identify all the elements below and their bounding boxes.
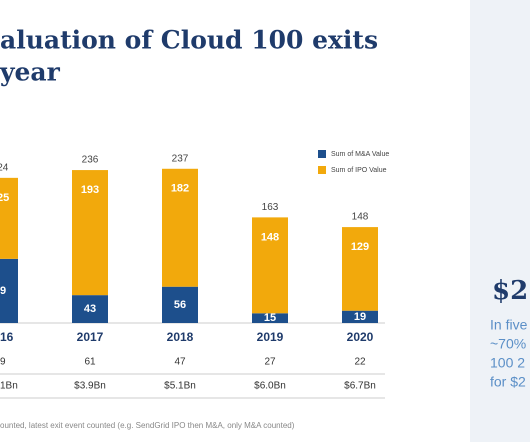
bar-segment [162, 168, 198, 287]
value-label: 43 [84, 303, 96, 315]
value-label: 148 [261, 231, 279, 243]
value-label: 56 [174, 299, 186, 311]
x-tick-label: 2016 [0, 330, 14, 344]
table-cell: 1Bn [0, 381, 18, 392]
table-cell: 22 [354, 357, 366, 368]
total-label: 224 [0, 162, 9, 173]
legend-swatch [318, 150, 326, 158]
bar-segment [252, 313, 288, 323]
bar-segment [342, 310, 378, 323]
table-cell: 61 [84, 357, 96, 368]
chart-title: aluation of Cloud 100 exits [0, 26, 378, 55]
bar-segment [0, 258, 18, 323]
x-tick-label: 2017 [77, 330, 104, 344]
total-label: 148 [352, 212, 369, 223]
side-headline: $2 [492, 276, 528, 306]
table-cell: $6.0Bn [254, 381, 286, 392]
legend-label: Sum of IPO Value [331, 167, 387, 174]
table-cell: 9 [0, 357, 6, 368]
x-tick-label: 2019 [257, 330, 284, 344]
total-label: 236 [82, 155, 99, 166]
chart-title: year [0, 58, 61, 87]
legend-label: Sum of M&A Value [331, 151, 389, 158]
legend-swatch [318, 166, 326, 174]
total-label: 163 [262, 202, 279, 213]
table-cell: $3.9Bn [74, 381, 106, 392]
value-label: 182 [171, 183, 189, 195]
value-label: 15 [264, 312, 276, 324]
bar-segment [72, 170, 108, 296]
side-text: ~70% [490, 336, 526, 352]
side-panel [470, 0, 530, 442]
value-label: 125 [0, 192, 9, 204]
total-label: 237 [172, 153, 189, 164]
bar-segment [342, 227, 378, 311]
x-tick-label: 2018 [167, 330, 194, 344]
value-label: 129 [351, 241, 369, 253]
value-label: 99 [0, 285, 6, 297]
table-cell: $5.1Bn [164, 381, 196, 392]
bar-segment [0, 177, 18, 259]
side-text: for $2 [490, 374, 526, 390]
side-text: 100 2 [490, 355, 525, 371]
table-cell: 47 [174, 357, 186, 368]
value-label: 19 [354, 311, 366, 323]
bar-segment [162, 286, 198, 323]
bar-segment [252, 217, 288, 314]
value-label: 193 [81, 184, 99, 196]
table-cell: $6.7Bn [344, 381, 376, 392]
bar-segment [72, 295, 108, 323]
x-tick-label: 2020 [347, 330, 374, 344]
side-text: In five [490, 317, 528, 333]
footnote: ounted, latest exit event counted (e.g. … [0, 421, 295, 430]
table-cell: 27 [264, 357, 276, 368]
